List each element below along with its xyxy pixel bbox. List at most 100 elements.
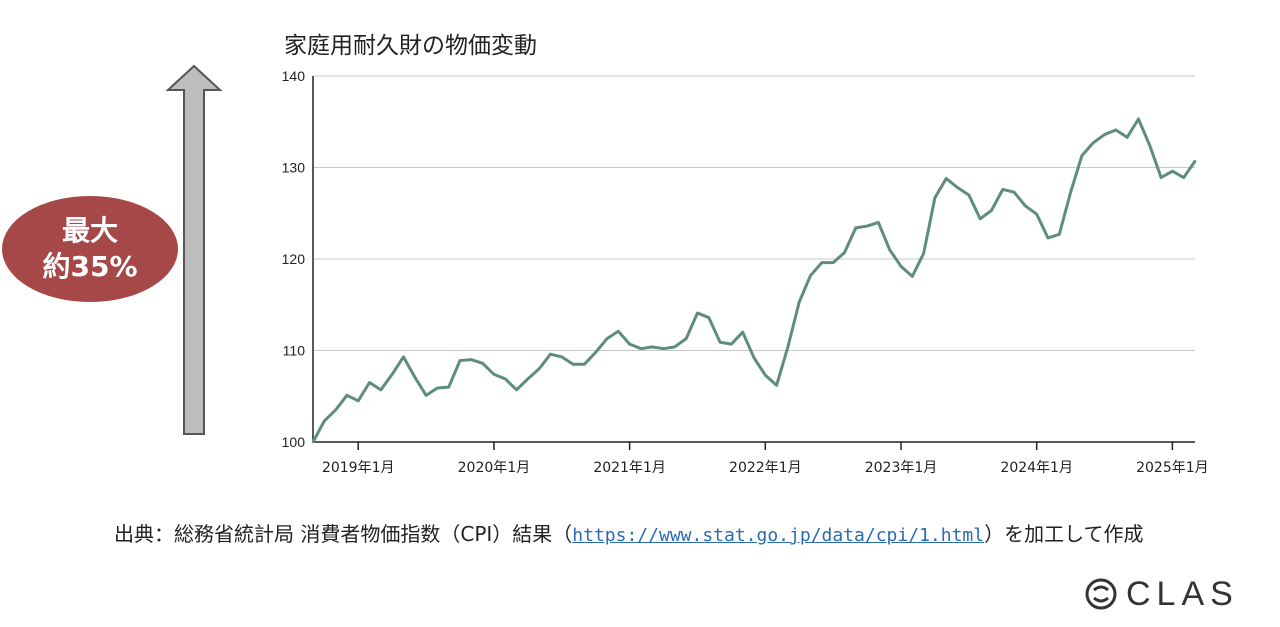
y-tick-label: 120 (282, 251, 306, 267)
data-point (345, 394, 349, 397)
data-point (311, 440, 315, 444)
data-point (978, 217, 982, 220)
data-point (696, 311, 699, 315)
max-increase-badge: 最大 約35% (2, 196, 178, 302)
y-tick-label: 130 (282, 160, 306, 176)
x-tick-label: 2025年1月 (1136, 460, 1209, 476)
x-tick-label: 2019年1月 (322, 460, 395, 476)
data-point (458, 359, 462, 362)
data-point (537, 367, 541, 370)
clas-logo: CLAS (1084, 574, 1239, 614)
data-point (651, 345, 654, 349)
data-point (775, 384, 778, 387)
data-point (1114, 128, 1118, 132)
data-point (1080, 154, 1084, 157)
data-point (617, 330, 620, 333)
data-point (730, 342, 733, 346)
data-point (560, 355, 563, 359)
data-point (752, 356, 756, 360)
data-point (809, 274, 812, 277)
data-point (436, 386, 439, 390)
data-point (379, 388, 383, 392)
chart-title: 家庭用耐久財の物価変動 (284, 33, 537, 59)
clas-logo-icon (1085, 578, 1117, 610)
data-point (1001, 188, 1004, 191)
data-point (1103, 133, 1106, 136)
x-tick-label: 2022年1月 (729, 460, 802, 476)
x-tick-label: 2021年1月 (593, 460, 666, 476)
data-point (933, 196, 937, 199)
data-point (741, 331, 744, 334)
x-tick-label: 2024年1月 (1000, 460, 1073, 476)
data-point (1069, 191, 1072, 194)
data-point (628, 342, 631, 346)
data-point (368, 381, 371, 384)
data-point (662, 347, 665, 350)
series-layer (311, 117, 1197, 444)
data-point (492, 373, 496, 376)
data-point (594, 351, 597, 354)
y-tick-label: 140 (282, 68, 306, 84)
data-point (1193, 159, 1197, 163)
data-point (549, 352, 552, 356)
data-point (583, 363, 586, 366)
data-point (1035, 212, 1038, 216)
axis-layer: 100 110 120 130 140 2019年1月 2020年1月 2021年1月 2022… (282, 68, 1209, 476)
data-point (922, 252, 925, 255)
logo-text: CLAS (1126, 574, 1239, 613)
data-point (945, 177, 948, 180)
data-point (1125, 136, 1129, 139)
data-point (990, 209, 993, 212)
data-point (831, 261, 835, 264)
data-point (956, 186, 959, 189)
source-note: 出典：総務省統計局 消費者物価指数（CPI）結果（https://www.sta… (114, 518, 1144, 547)
data-point (899, 265, 903, 268)
data-point (865, 224, 869, 228)
data-point (786, 345, 790, 349)
data-point (1092, 141, 1095, 144)
data-point (515, 388, 518, 392)
data-point (707, 316, 710, 319)
source-link[interactable]: https://www.stat.go.jp/data/cpi/1.html (572, 525, 985, 546)
data-point (967, 193, 971, 197)
source-prefix: 出典：総務省統計局 消費者物価指数（CPI）結果（ (114, 522, 573, 546)
badge-line2: 約35% (42, 250, 138, 283)
data-point (843, 251, 846, 254)
x-tick-label: 2023年1月 (865, 460, 938, 476)
data-point (764, 374, 767, 377)
data-point (357, 399, 360, 403)
data-point (1046, 236, 1050, 240)
data-point (1024, 204, 1027, 208)
data-point (470, 358, 473, 361)
x-tick-label: 2020年1月 (458, 460, 531, 476)
data-point (798, 300, 801, 304)
data-point (1171, 169, 1174, 173)
data-point (1012, 191, 1016, 194)
badge-line1: 最大 (61, 214, 118, 247)
data-point (323, 419, 326, 423)
data-point (1137, 117, 1140, 121)
data-point (718, 341, 722, 344)
data-point (820, 261, 824, 264)
data-point (877, 221, 880, 224)
data-point (1159, 176, 1163, 179)
data-point (526, 377, 530, 381)
data-point (481, 362, 484, 365)
data-point (605, 337, 609, 340)
data-point (911, 275, 914, 278)
data-point (1182, 176, 1185, 179)
grid-layer (313, 75, 1195, 351)
y-tick-label: 100 (282, 434, 306, 450)
data-point (854, 226, 857, 230)
data-point (390, 373, 394, 376)
data-point (334, 408, 337, 412)
data-point (639, 347, 643, 350)
source-suffix: ）を加工して作成 (984, 522, 1144, 546)
data-point (684, 337, 688, 340)
data-point (571, 363, 575, 366)
data-point (673, 345, 677, 349)
data-point (1148, 144, 1151, 147)
data-point (413, 375, 416, 379)
up-arrow-icon (165, 64, 223, 435)
